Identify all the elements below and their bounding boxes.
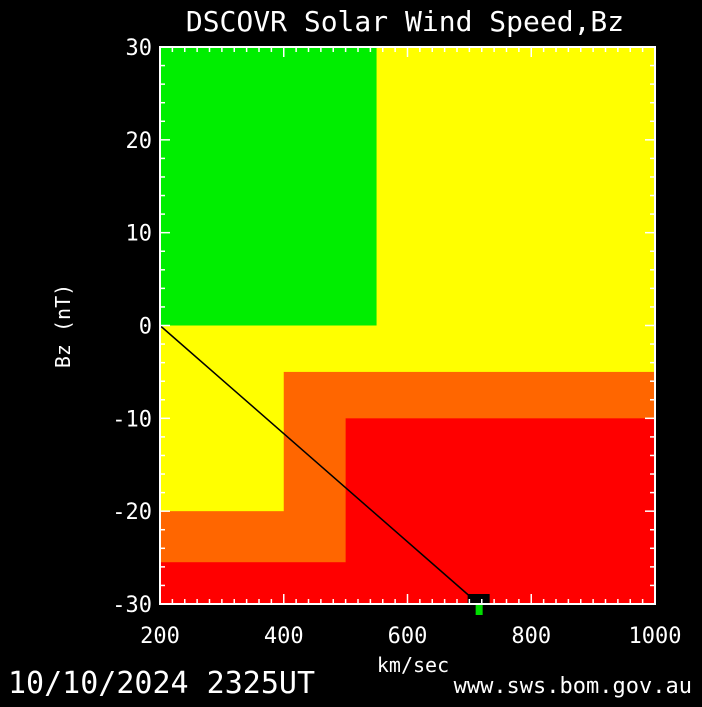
current-point-marker-center bbox=[475, 603, 483, 615]
source-url-label: www.sws.bom.gov.au bbox=[454, 674, 692, 699]
threshold-regions bbox=[160, 47, 655, 604]
y-tick-label: 30 bbox=[126, 36, 153, 61]
region-green bbox=[160, 47, 377, 326]
trend-line bbox=[159, 324, 480, 605]
y-tick-labels: 30 20 10 0 -10 -20 -30 bbox=[112, 36, 152, 618]
x-tick-label: 1000 bbox=[629, 624, 682, 649]
x-tick-labels: 200 400 600 800 1000 bbox=[140, 624, 681, 649]
y-tick-label: -20 bbox=[112, 500, 152, 525]
y-tick-label: -10 bbox=[112, 407, 152, 432]
axes-group bbox=[159, 46, 656, 605]
x-tick-label: 600 bbox=[388, 624, 428, 649]
x-axis-label: km/sec bbox=[377, 653, 449, 677]
y-tick-label: 10 bbox=[126, 222, 153, 247]
y-tick-label: 0 bbox=[139, 315, 152, 340]
x-tick-label: 800 bbox=[511, 624, 551, 649]
x-tick-label: 200 bbox=[140, 624, 180, 649]
timestamp-label: 10/10/2024 2325UT bbox=[8, 666, 315, 701]
y-axis-label: Bz (nT) bbox=[51, 284, 75, 368]
chart-title: DSCOVR Solar Wind Speed,Bz bbox=[186, 5, 624, 38]
y-tick-label: 20 bbox=[126, 129, 153, 154]
trend-line-group bbox=[159, 324, 480, 605]
x-tick-label: 400 bbox=[264, 624, 304, 649]
y-tick-label: -30 bbox=[112, 593, 152, 618]
